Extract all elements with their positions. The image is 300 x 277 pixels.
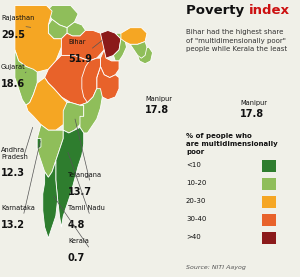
Polygon shape: [97, 66, 119, 100]
Text: 12.3: 12.3: [1, 168, 25, 178]
Text: 51.9: 51.9: [68, 54, 92, 64]
Text: 13.7: 13.7: [68, 187, 92, 197]
Polygon shape: [37, 138, 41, 150]
Text: 17.8: 17.8: [145, 105, 169, 115]
Polygon shape: [100, 30, 121, 58]
Polygon shape: [48, 19, 67, 39]
Text: Karnataka: Karnataka: [1, 205, 35, 211]
FancyBboxPatch shape: [262, 160, 276, 172]
Text: Kerala: Kerala: [68, 238, 89, 244]
Polygon shape: [82, 58, 100, 102]
Polygon shape: [56, 127, 84, 227]
Polygon shape: [61, 30, 106, 61]
Polygon shape: [80, 89, 102, 133]
Text: Andhra
Pradesh: Andhra Pradesh: [1, 147, 28, 160]
Text: 0.7: 0.7: [68, 253, 85, 263]
Text: 4.8: 4.8: [68, 220, 85, 230]
Polygon shape: [130, 42, 147, 58]
Text: Tamil Nadu: Tamil Nadu: [68, 205, 105, 211]
Text: Bihar: Bihar: [68, 39, 85, 45]
Text: Source: NITI Aayog: Source: NITI Aayog: [186, 265, 246, 270]
Text: Telangana: Telangana: [68, 172, 102, 178]
Text: Manipur: Manipur: [240, 100, 267, 106]
Polygon shape: [121, 28, 147, 44]
Text: 18.6: 18.6: [1, 79, 25, 89]
Text: Poverty: Poverty: [186, 4, 249, 17]
FancyBboxPatch shape: [262, 196, 276, 208]
Polygon shape: [15, 50, 37, 105]
Polygon shape: [63, 102, 84, 133]
Polygon shape: [26, 78, 67, 130]
Text: 13.2: 13.2: [1, 220, 25, 230]
Polygon shape: [37, 125, 63, 177]
Text: 17.8: 17.8: [240, 109, 264, 119]
Text: 10-20: 10-20: [186, 180, 206, 186]
Text: <10: <10: [186, 162, 201, 168]
Text: 29.5: 29.5: [1, 30, 25, 40]
Text: Rajasthan: Rajasthan: [1, 15, 34, 21]
FancyBboxPatch shape: [262, 232, 276, 244]
Text: 20-30: 20-30: [186, 198, 206, 204]
Polygon shape: [67, 22, 86, 36]
FancyBboxPatch shape: [262, 178, 276, 190]
Text: % of people who
are multidimensionally
poor: % of people who are multidimensionally p…: [186, 133, 278, 155]
Text: 30-40: 30-40: [186, 216, 206, 222]
Polygon shape: [46, 6, 78, 28]
Polygon shape: [43, 161, 58, 238]
Polygon shape: [15, 6, 61, 72]
Polygon shape: [138, 47, 152, 64]
FancyBboxPatch shape: [262, 214, 276, 226]
Polygon shape: [100, 50, 119, 78]
Text: >40: >40: [186, 234, 201, 240]
Text: Manipur: Manipur: [145, 96, 172, 102]
Polygon shape: [45, 55, 100, 105]
Polygon shape: [113, 33, 127, 61]
Text: index: index: [248, 4, 290, 17]
Text: Gujarat: Gujarat: [1, 64, 26, 70]
Text: Bihar had the highest share
of "multidimensionally poor"
people while Kerala the: Bihar had the highest share of "multidim…: [186, 29, 287, 52]
